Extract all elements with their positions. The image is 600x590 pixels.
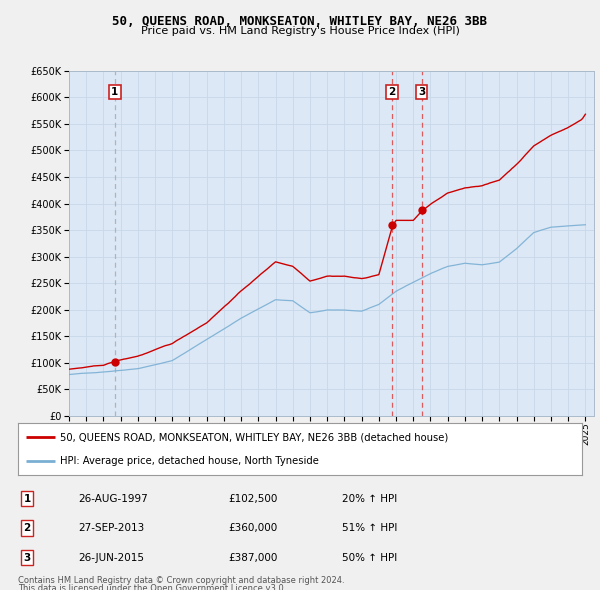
Text: 50, QUEENS ROAD, MONKSEATON, WHITLEY BAY, NE26 3BB: 50, QUEENS ROAD, MONKSEATON, WHITLEY BAY… [113, 15, 487, 28]
Text: Contains HM Land Registry data © Crown copyright and database right 2024.: Contains HM Land Registry data © Crown c… [18, 576, 344, 585]
Text: 1: 1 [111, 87, 118, 97]
Text: Price paid vs. HM Land Registry's House Price Index (HPI): Price paid vs. HM Land Registry's House … [140, 26, 460, 36]
Text: £387,000: £387,000 [228, 553, 277, 562]
Text: 2: 2 [388, 87, 395, 97]
Text: 26-JUN-2015: 26-JUN-2015 [78, 553, 144, 562]
Text: £360,000: £360,000 [228, 523, 277, 533]
Text: 27-SEP-2013: 27-SEP-2013 [78, 523, 144, 533]
Text: HPI: Average price, detached house, North Tyneside: HPI: Average price, detached house, Nort… [60, 456, 319, 466]
Text: 3: 3 [23, 553, 31, 562]
Text: 50, QUEENS ROAD, MONKSEATON, WHITLEY BAY, NE26 3BB (detached house): 50, QUEENS ROAD, MONKSEATON, WHITLEY BAY… [60, 432, 449, 442]
Text: 2: 2 [23, 523, 31, 533]
Text: 50% ↑ HPI: 50% ↑ HPI [342, 553, 397, 562]
Text: 51% ↑ HPI: 51% ↑ HPI [342, 523, 397, 533]
Text: This data is licensed under the Open Government Licence v3.0.: This data is licensed under the Open Gov… [18, 584, 286, 590]
Text: 20% ↑ HPI: 20% ↑ HPI [342, 494, 397, 503]
Text: £102,500: £102,500 [228, 494, 277, 503]
Text: 26-AUG-1997: 26-AUG-1997 [78, 494, 148, 503]
Text: 3: 3 [418, 87, 425, 97]
Text: 1: 1 [23, 494, 31, 503]
